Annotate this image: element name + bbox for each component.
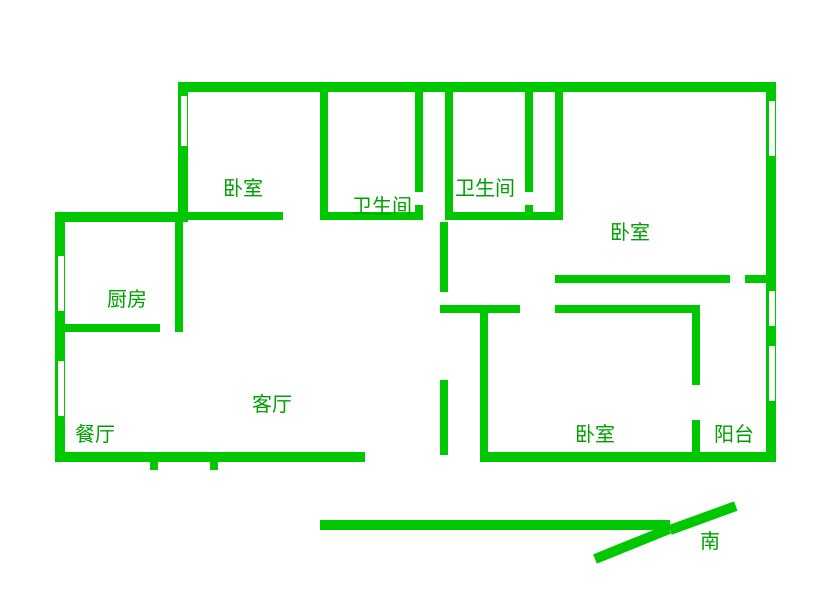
inner-h-ne-room [555,275,730,283]
compass-arrow-shaft [320,520,670,530]
inner-s-bedroom-left [480,305,488,460]
outer-left-lower [55,212,65,462]
window-east-2 [768,290,776,327]
inner-balcony-v-top [692,305,700,385]
label-balcony: 阳台 [714,418,754,447]
inner-v5-top [555,82,563,217]
window-west-2 [57,360,65,417]
inner-h-ne-room-r [745,275,770,283]
label-bedroom-ne: 卧室 [610,216,650,245]
inner-s-bedroom-top-r [555,305,700,313]
inner-h-nw-room [178,212,283,220]
label-bedroom-nw: 卧室 [223,172,263,201]
label-bathroom-1: 卫生间 [352,190,412,219]
outer-step-h [55,212,188,222]
inner-kitchen-v [175,222,183,332]
window-east-3 [768,345,776,402]
inner-kitchen-h [65,324,160,332]
inner-v4-top [525,82,533,192]
stub-bottom-1 [150,452,158,470]
inner-v2-top [415,82,423,192]
label-living: 客厅 [252,388,292,417]
inner-v1-top [320,82,328,217]
inner-h-bath2 [445,212,563,220]
compass-label: 南 [700,525,720,554]
outer-top [178,82,776,92]
floorplan-canvas: 卧室 卫生间 卫生间 卧室 厨房 客厅 餐厅 卧室 阳台 南 [0,0,829,602]
inner-mid-v-upper [440,222,448,292]
label-bedroom-s: 卧室 [575,418,615,447]
label-kitchen: 厨房 [107,283,147,312]
inner-balcony-v-bot [692,420,700,455]
window-east-1 [768,100,776,157]
label-bathroom-2: 卫生间 [455,172,515,201]
inner-mid-v-lower [440,380,448,455]
inner-s-bedroom-top-l [480,305,520,313]
compass-arrow-head-bot [593,524,671,563]
stub-bottom-2 [210,452,218,470]
outer-bottom-right [480,452,776,462]
window-west-1 [57,255,65,312]
window-nw-top [180,95,188,147]
label-dining: 餐厅 [75,418,115,447]
inner-v3-top [445,82,453,217]
